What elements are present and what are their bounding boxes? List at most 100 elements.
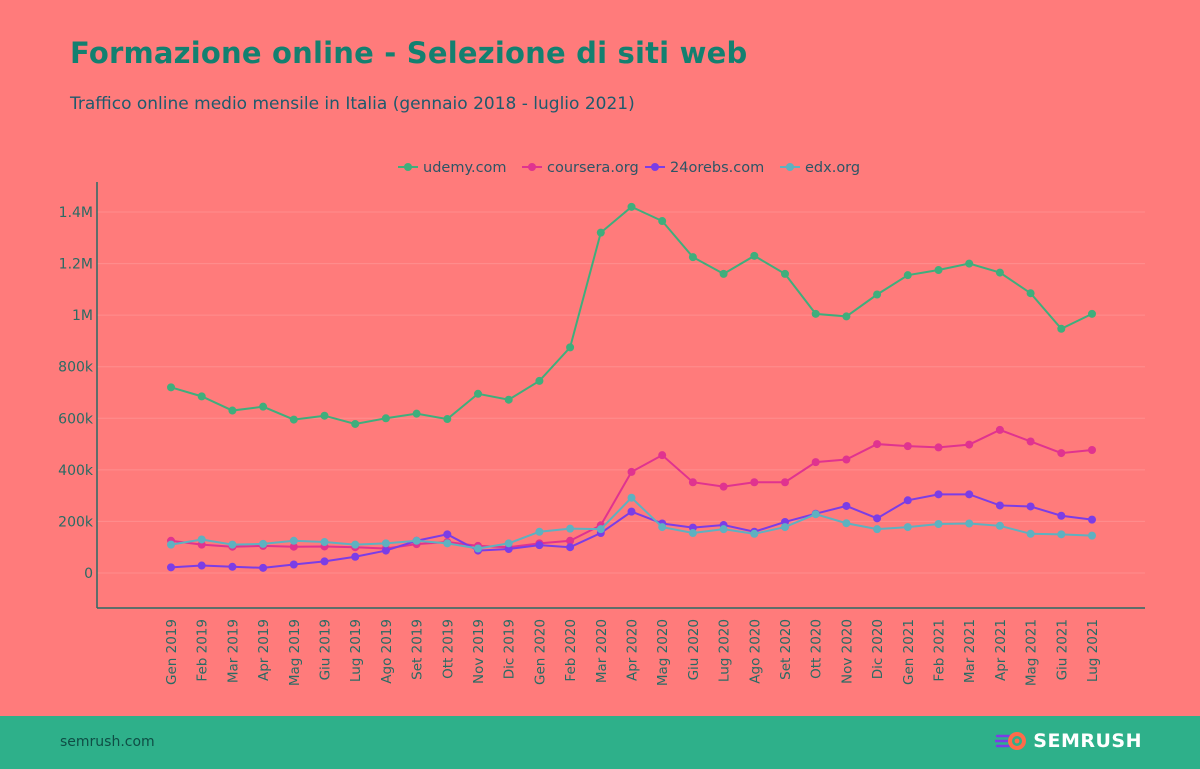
footer-url[interactable]: semrush.com xyxy=(60,734,155,750)
x-tick-label: Nov 2020 xyxy=(839,619,855,684)
x-tick-label: Ott 2019 xyxy=(440,619,456,679)
data-point xyxy=(934,266,943,275)
y-tick-label: 1M xyxy=(72,308,93,324)
x-tick-label: Apr 2020 xyxy=(625,619,641,681)
data-point xyxy=(1057,530,1066,539)
x-tick-label: Lug 2020 xyxy=(717,619,733,682)
series-edx-org xyxy=(167,493,1096,553)
data-point xyxy=(259,402,268,411)
data-point xyxy=(842,455,851,464)
data-point xyxy=(566,536,575,545)
legend-label: edx.org xyxy=(805,160,860,176)
series-line xyxy=(170,428,1093,550)
legend-label: 24orebs.com xyxy=(670,160,764,176)
data-point xyxy=(443,530,452,539)
x-tick-label: Feb 2020 xyxy=(563,619,579,682)
data-point xyxy=(658,217,667,226)
x-tick-label: Dic 2020 xyxy=(870,619,886,679)
data-point xyxy=(1057,449,1066,458)
data-point xyxy=(535,527,544,536)
x-tick-label: Apr 2019 xyxy=(256,619,272,681)
data-point xyxy=(1026,437,1035,446)
data-point xyxy=(351,540,360,549)
data-point xyxy=(842,501,851,510)
data-point xyxy=(627,467,636,476)
data-point xyxy=(443,415,452,424)
brand-logo[interactable]: SEMRUSH xyxy=(995,730,1142,752)
x-tick-label: Ago 2020 xyxy=(747,619,763,684)
data-point xyxy=(934,443,943,452)
data-point xyxy=(750,251,759,260)
data-point xyxy=(627,493,636,502)
x-tick-label: Mag 2020 xyxy=(655,619,671,686)
legend-swatch-dot xyxy=(786,163,794,171)
data-point xyxy=(197,561,206,570)
data-point xyxy=(412,409,421,418)
data-point xyxy=(351,419,360,428)
data-point xyxy=(781,478,789,487)
data-point xyxy=(873,525,882,534)
data-point xyxy=(1026,529,1035,538)
y-tick-label: 1.4M xyxy=(59,205,93,221)
legend-swatch-dot xyxy=(528,163,536,171)
data-point xyxy=(289,542,298,551)
chart-title: Formazione online - Selezione di siti we… xyxy=(70,36,748,70)
footer-bar: semrush.com SEMRUSH xyxy=(0,716,1200,769)
x-tick-label: Lug 2019 xyxy=(348,619,364,682)
legend-item-24orebs-com[interactable]: 24orebs.com xyxy=(645,160,764,176)
data-point xyxy=(289,415,298,424)
data-point xyxy=(965,259,974,268)
data-point xyxy=(688,478,697,487)
data-point xyxy=(811,309,820,318)
x-tick-label: Set 2019 xyxy=(410,619,426,680)
data-point xyxy=(320,557,329,566)
x-tick-label: Apr 2021 xyxy=(993,619,1009,681)
data-point xyxy=(627,202,636,211)
x-tick-label: Gen 2019 xyxy=(164,619,180,685)
data-point xyxy=(934,520,943,529)
legend-item-edx-org[interactable]: edx.org xyxy=(780,160,860,176)
semrush-logo-icon xyxy=(995,732,1027,750)
brand-name: SEMRUSH xyxy=(1033,730,1142,752)
legend[interactable]: udemy.com coursera.org 24orebs.com edx.org xyxy=(398,160,860,176)
data-point xyxy=(504,395,513,404)
data-point xyxy=(842,312,851,321)
data-point xyxy=(289,560,298,569)
series-group xyxy=(167,202,1096,572)
legend-item-coursera-org[interactable]: coursera.org xyxy=(522,160,639,176)
grid-lines xyxy=(97,211,1145,574)
data-point xyxy=(1057,511,1066,520)
x-tick-label: Feb 2021 xyxy=(932,619,948,682)
line-chart: 0 200k 400k 600k 800k 1M 1.2M 1.4M Gen 2019 Feb … xyxy=(58,160,1145,686)
data-point xyxy=(197,392,206,401)
data-point xyxy=(474,544,482,553)
x-tick-label: Mar 2020 xyxy=(594,619,610,683)
legend-item-udemy-com[interactable]: udemy.com xyxy=(398,160,507,176)
x-tick-label: Nov 2019 xyxy=(471,619,487,684)
data-point xyxy=(320,538,329,547)
data-point xyxy=(197,535,206,544)
data-point xyxy=(535,541,544,550)
legend-label: coursera.org xyxy=(547,160,639,176)
data-point xyxy=(719,525,728,534)
x-tick-label: Giu 2019 xyxy=(318,619,334,680)
y-tick-label: 600k xyxy=(58,411,94,427)
data-point xyxy=(1088,309,1096,318)
x-tick-label: Feb 2019 xyxy=(195,619,211,682)
data-point xyxy=(381,539,390,548)
data-point xyxy=(259,539,268,548)
data-point xyxy=(995,425,1004,434)
data-point xyxy=(228,562,237,571)
y-tick-label: 800k xyxy=(58,360,94,376)
data-point xyxy=(566,524,575,533)
data-point xyxy=(1057,324,1066,333)
x-tick-label: Lug 2021 xyxy=(1085,619,1101,682)
y-tick-label: 0 xyxy=(84,566,93,582)
x-tick-label: Gen 2020 xyxy=(532,619,548,685)
y-tick-label: 400k xyxy=(58,463,94,479)
data-point xyxy=(167,540,175,549)
data-point xyxy=(873,440,882,449)
data-point xyxy=(781,523,789,532)
y-tick-label: 1.2M xyxy=(59,257,93,273)
data-point xyxy=(995,521,1004,530)
